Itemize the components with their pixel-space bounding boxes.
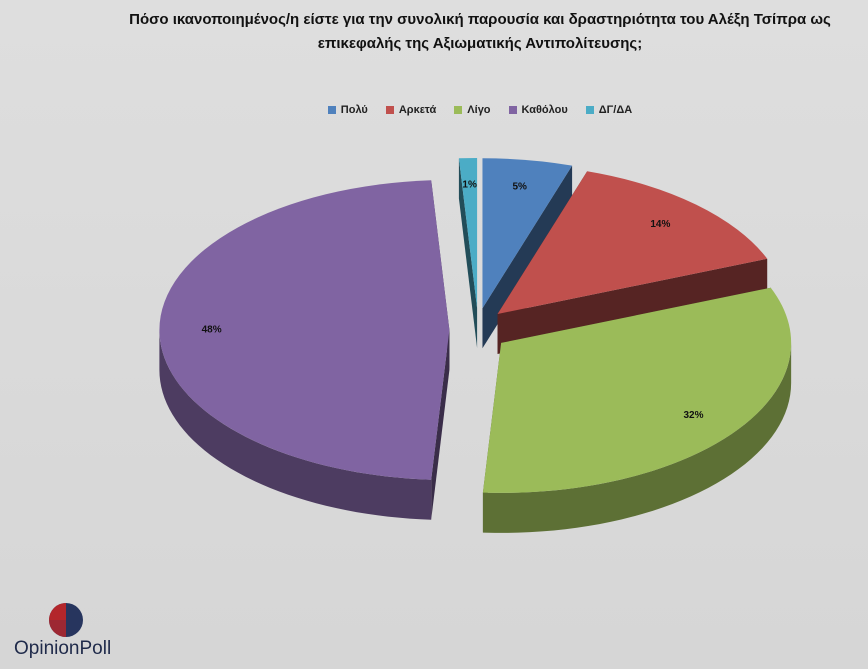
- legend-swatch: [327, 106, 336, 114]
- slice-side: [159, 330, 432, 520]
- pie-slice: [497, 171, 768, 314]
- slice-side: [458, 158, 478, 349]
- data-label: 32%: [684, 410, 704, 421]
- legend-item: ΔΓ/ΔΑ: [585, 104, 633, 116]
- logo-wedge: [49, 620, 66, 637]
- legend-item: Λίγο: [454, 104, 491, 116]
- legend-swatch: [385, 106, 394, 114]
- legend-swatch: [585, 106, 594, 114]
- chart-title: Πόσο ικανοποιημένος/η είστε για την συνο…: [129, 11, 831, 52]
- pie-slice: [482, 158, 573, 309]
- slice-side: [431, 330, 450, 520]
- pie-slice: [458, 158, 478, 309]
- legend-swatch: [508, 106, 517, 114]
- legend-label: ΔΓ/ΔΑ: [598, 104, 633, 116]
- slice-tops: [159, 158, 792, 493]
- slice-side: [482, 342, 792, 533]
- pie-slice: [482, 287, 792, 493]
- legend: Πολύ Αρκετά Λίγο Καθόλου ΔΓ/ΔΑ: [90, 104, 868, 116]
- logo-wedge: [49, 603, 66, 620]
- logo-text: OpinionPoll: [14, 638, 112, 659]
- legend-label: Λίγο: [467, 104, 491, 116]
- data-label: 48%: [202, 325, 222, 336]
- data-labels: 5% 14% 32% 48% 1%: [202, 180, 704, 421]
- legend-swatch: [454, 106, 463, 114]
- legend-item: Πολύ: [327, 104, 368, 116]
- pie-slice: [159, 180, 450, 480]
- data-label: 5%: [512, 181, 527, 192]
- legend-label: Καθόλου: [521, 104, 568, 116]
- legend-item: Καθόλου: [508, 104, 568, 116]
- legend-label: Αρκετά: [398, 104, 437, 116]
- data-label: 14%: [650, 219, 670, 230]
- legend-label: Πολύ: [340, 104, 368, 116]
- data-label: 1%: [462, 180, 477, 191]
- legend-item: Αρκετά: [385, 104, 437, 116]
- logo-mark: [49, 603, 83, 637]
